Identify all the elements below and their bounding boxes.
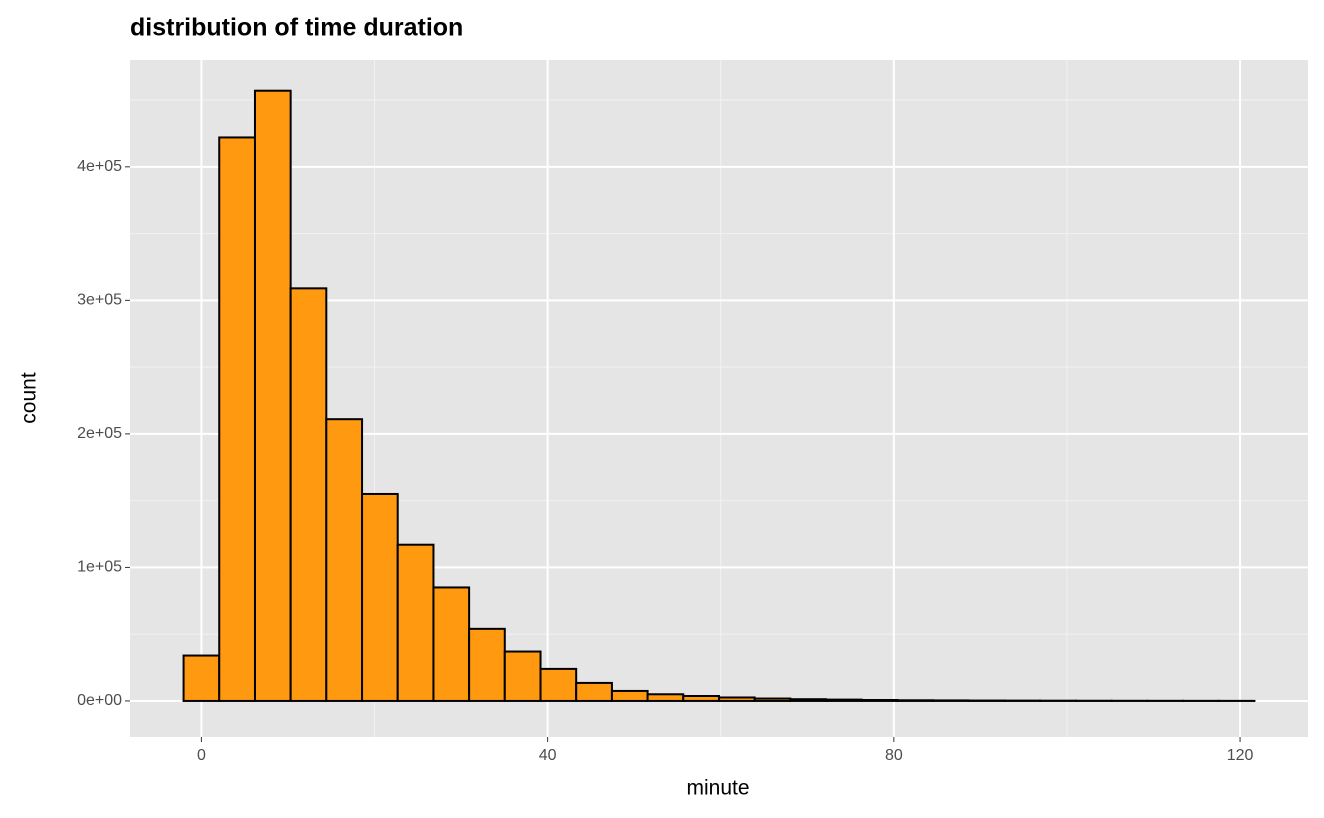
bar (753, 697, 792, 702)
bar (575, 681, 613, 702)
bar (289, 287, 328, 702)
bar (682, 695, 720, 702)
x-tick-label: 40 (539, 747, 557, 764)
chart-title: distribution of time duration (130, 14, 463, 42)
x-tick-label: 120 (1227, 747, 1254, 764)
bar (432, 586, 471, 702)
x-tick-label: 0 (197, 747, 206, 764)
bar (718, 696, 756, 702)
bar (610, 689, 649, 702)
bar (503, 650, 542, 702)
bar (896, 699, 935, 702)
x-axis-label: minute (686, 777, 749, 800)
bar (468, 627, 506, 702)
y-tick-label: 3e+05 (77, 292, 122, 309)
bar (182, 654, 221, 702)
bar (325, 418, 364, 702)
bar (396, 543, 435, 702)
y-tick-label: 0e+00 (77, 692, 122, 709)
bar (789, 698, 828, 702)
y-tick-label: 1e+05 (77, 559, 122, 576)
bar (825, 698, 863, 702)
bar (218, 136, 256, 702)
y-tick-label: 2e+05 (77, 425, 122, 442)
bar (860, 699, 899, 702)
bar (932, 699, 970, 702)
bar (253, 89, 292, 702)
y-tick-label: 4e+05 (77, 158, 122, 175)
bar (646, 693, 685, 702)
bar (539, 667, 578, 702)
x-tick-label: 80 (885, 747, 903, 764)
y-axis-label: count (18, 372, 41, 424)
bar (361, 492, 399, 702)
